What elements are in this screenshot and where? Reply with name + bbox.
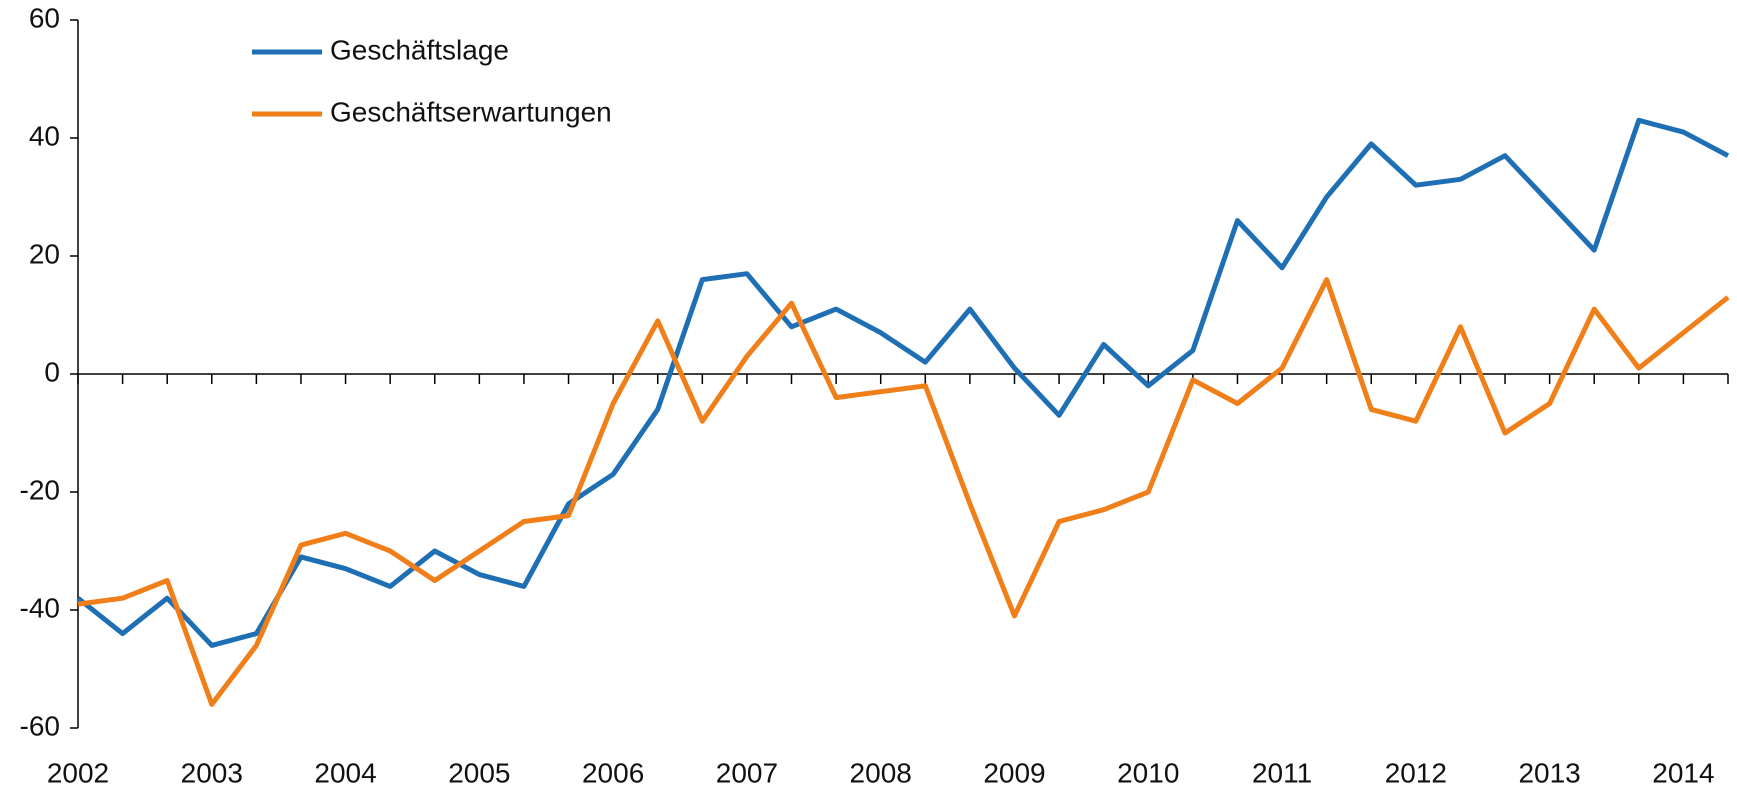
y-tick-label: 20	[29, 238, 60, 269]
x-tick-label: 2014	[1652, 757, 1714, 788]
x-tick-label: 2005	[448, 757, 510, 788]
x-tick-label: 2011	[1252, 757, 1312, 788]
data-line	[76, 117, 1730, 648]
y-tick-label: 40	[29, 120, 60, 151]
y-tick-label: 60	[29, 2, 60, 33]
y-tick-label: -60	[20, 710, 60, 741]
x-tick-label: 2008	[850, 757, 912, 788]
y-tick-label: -20	[20, 474, 60, 505]
x-tick-label: 2003	[181, 757, 243, 788]
x-tick-label: 2012	[1385, 757, 1447, 788]
x-tick-label: 2002	[47, 757, 109, 788]
x-tick-label: 2007	[716, 757, 778, 788]
x-tick-label: 2010	[1117, 757, 1179, 788]
x-tick-label: 2004	[314, 757, 376, 788]
x-tick-label: 2013	[1518, 757, 1580, 788]
x-tick-label: 2009	[983, 757, 1045, 788]
data-line	[77, 277, 1730, 707]
y-tick-label: -40	[20, 592, 60, 623]
legend-label: Geschäftserwartungen	[330, 96, 612, 127]
legend-label: Geschäftslage	[330, 34, 509, 65]
y-tick-label: 0	[44, 356, 60, 387]
x-tick-label: 2006	[582, 757, 644, 788]
